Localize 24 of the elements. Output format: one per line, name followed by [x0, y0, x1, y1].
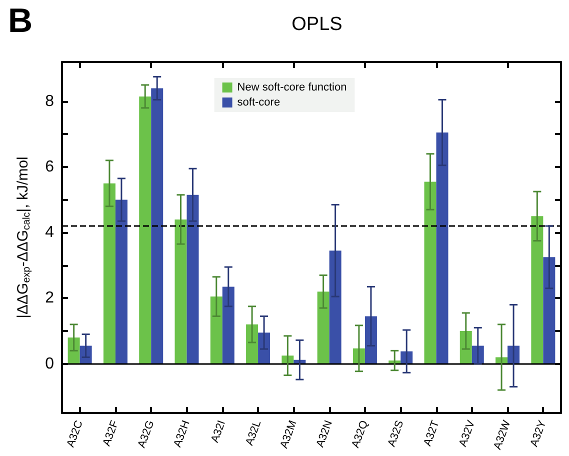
chart-title: OPLS: [292, 14, 342, 35]
y-axis-title: |ΔΔGexp-ΔΔGcalc|, kJ/mol: [14, 156, 32, 318]
x-tick-label: A32W: [492, 418, 514, 452]
x-tick-label: A32T: [422, 418, 442, 448]
x-tick-label: A32Q: [350, 418, 371, 450]
x-tick-label: A32M: [278, 418, 300, 450]
y-tick-label: 2: [45, 290, 54, 307]
x-tick-label: A32G: [136, 418, 157, 450]
x-tick-label: A32F: [100, 418, 122, 448]
x-tick-label: A32L: [244, 418, 264, 448]
y-tick-label: 0: [45, 355, 54, 372]
legend-label: New soft-core function: [237, 82, 347, 94]
y-tick-label: 6: [45, 158, 54, 176]
x-tick-label: A32V: [457, 418, 478, 448]
x-tick-label: A32H: [172, 418, 192, 449]
legend-label: soft-core: [237, 96, 280, 108]
x-tick-label: A32I: [209, 418, 228, 444]
x-tick-label: A32C: [64, 418, 86, 449]
y-tick-label: 8: [45, 92, 54, 110]
y-tick-label: 4: [45, 224, 54, 242]
text: B: [8, 2, 33, 40]
x-tick-label: A32Y: [528, 418, 550, 448]
x-tick-label: A32S: [386, 418, 406, 448]
x-tick-label: A32N: [314, 418, 335, 449]
